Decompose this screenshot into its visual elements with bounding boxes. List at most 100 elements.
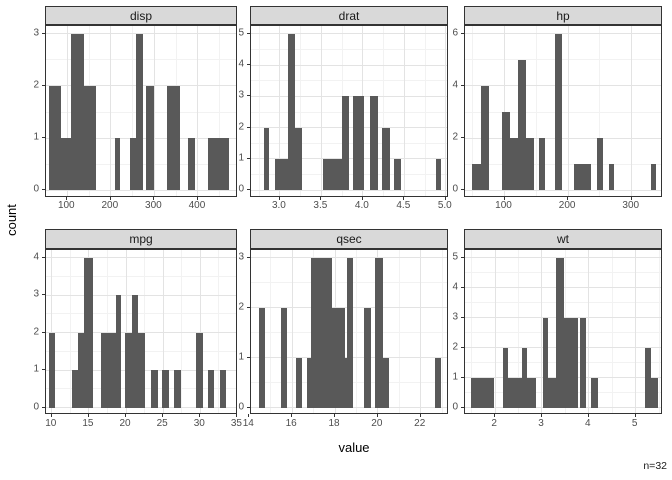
x-gridline-major — [588, 250, 590, 413]
histogram-bar — [579, 317, 586, 408]
x-gridline-major — [197, 26, 199, 196]
y-tick-mark — [42, 32, 45, 34]
y-gridline-minor — [46, 313, 236, 315]
x-gridline-minor — [69, 250, 71, 413]
x-gridline-minor — [355, 250, 357, 413]
y-tick-mark — [461, 346, 464, 348]
x-gridline-minor — [258, 26, 260, 196]
x-gridline-minor — [181, 250, 183, 413]
histogram-bar — [573, 164, 592, 191]
x-gridline-major — [494, 250, 496, 413]
x-tick-mark — [567, 197, 569, 200]
y-tick-mark — [42, 331, 45, 333]
x-tick-mark — [162, 414, 164, 417]
y-gridline-major — [251, 95, 447, 97]
facet-panel-hp — [464, 25, 662, 197]
histogram-bar — [306, 357, 312, 408]
histogram-bar — [352, 96, 364, 191]
facet-panel-mpg — [45, 249, 237, 414]
y-tick-mark — [42, 189, 45, 191]
y-tick-label: 2 — [33, 79, 39, 91]
x-gridline-major — [541, 250, 543, 413]
y-tick-label: 4 — [452, 79, 458, 91]
x-tick-label: 14 — [242, 418, 254, 429]
y-tick-mark — [247, 256, 250, 258]
x-tick-mark — [278, 197, 280, 200]
histogram-bar — [84, 85, 97, 191]
histogram-bar — [115, 138, 121, 191]
x-gridline-major — [51, 250, 53, 413]
y-tick-label: 4 — [33, 251, 39, 262]
x-gridline-major — [420, 250, 422, 413]
x-tick-mark — [630, 197, 632, 200]
x-tick-label: 3.0 — [271, 200, 286, 211]
y-tick-mark — [461, 286, 464, 288]
y-gridline-major — [251, 189, 447, 191]
y-gridline-minor — [465, 111, 661, 113]
x-tick-mark — [109, 197, 111, 200]
histogram-bar — [48, 332, 55, 408]
y-tick-mark — [247, 189, 250, 191]
x-gridline-minor — [270, 250, 272, 413]
facet-panel-disp — [45, 25, 237, 197]
x-tick-mark — [361, 197, 363, 200]
x-gridline-minor — [611, 250, 613, 413]
x-tick-mark — [444, 197, 446, 200]
x-gridline-major — [403, 26, 405, 196]
x-tick-mark — [403, 197, 405, 200]
histogram-bar — [71, 33, 85, 191]
histogram-bar — [526, 138, 534, 191]
histogram-bar — [510, 138, 518, 191]
y-gridline-minor — [465, 163, 661, 165]
histogram-bar — [547, 377, 557, 408]
y-tick-label: 0 — [452, 401, 458, 412]
y-tick-label: 2 — [452, 341, 458, 352]
histogram-bar — [596, 138, 604, 191]
histogram-bar — [501, 112, 511, 191]
y-tick-mark — [461, 137, 464, 139]
y-tick-label: 2 — [452, 131, 458, 143]
facet-strip-label: wt — [557, 232, 569, 246]
x-tick-mark — [320, 197, 322, 200]
histogram-bar — [554, 33, 562, 191]
y-tick-label: 1 — [33, 363, 39, 375]
x-tick-mark — [291, 414, 293, 417]
facet-strip-disp: disp — [45, 6, 237, 25]
y-gridline-major — [465, 85, 661, 87]
y-tick-label: 3 — [238, 89, 244, 101]
x-tick-mark — [503, 197, 505, 200]
histogram-bar — [472, 164, 481, 191]
histogram-bar — [311, 257, 333, 408]
x-tick-label: 3.5 — [313, 200, 328, 211]
y-tick-mark — [247, 406, 250, 408]
x-gridline-major — [110, 26, 112, 196]
y-axis-title: count — [4, 204, 19, 236]
x-tick-mark — [153, 197, 155, 200]
y-tick-label: 0 — [452, 183, 458, 195]
y-tick-label: 0 — [238, 401, 244, 412]
x-gridline-minor — [441, 250, 443, 413]
histogram-bar — [187, 138, 195, 191]
histogram-bar — [49, 85, 62, 191]
y-tick-label: 0 — [33, 401, 39, 412]
x-tick-label: 3 — [538, 418, 544, 429]
histogram-bar — [124, 332, 132, 408]
x-gridline-major — [567, 26, 569, 196]
x-tick-mark — [248, 414, 250, 417]
x-tick-label: 300 — [622, 200, 640, 211]
y-tick-label: 3 — [238, 251, 244, 262]
x-gridline-major — [162, 250, 164, 413]
histogram-bar — [526, 377, 536, 408]
x-gridline-minor — [219, 26, 221, 196]
x-tick-label: 100 — [495, 200, 512, 211]
x-tick-mark — [540, 414, 542, 417]
x-tick-label: 30 — [193, 418, 205, 429]
x-gridline-minor — [471, 250, 473, 413]
histogram-bar — [344, 357, 348, 408]
y-tick-mark — [42, 84, 45, 86]
histogram-bar — [219, 370, 227, 408]
histogram-bar — [264, 127, 270, 191]
histogram-bar — [115, 295, 121, 408]
facet-strip-label: qsec — [336, 232, 362, 246]
histogram-bar — [162, 370, 170, 408]
